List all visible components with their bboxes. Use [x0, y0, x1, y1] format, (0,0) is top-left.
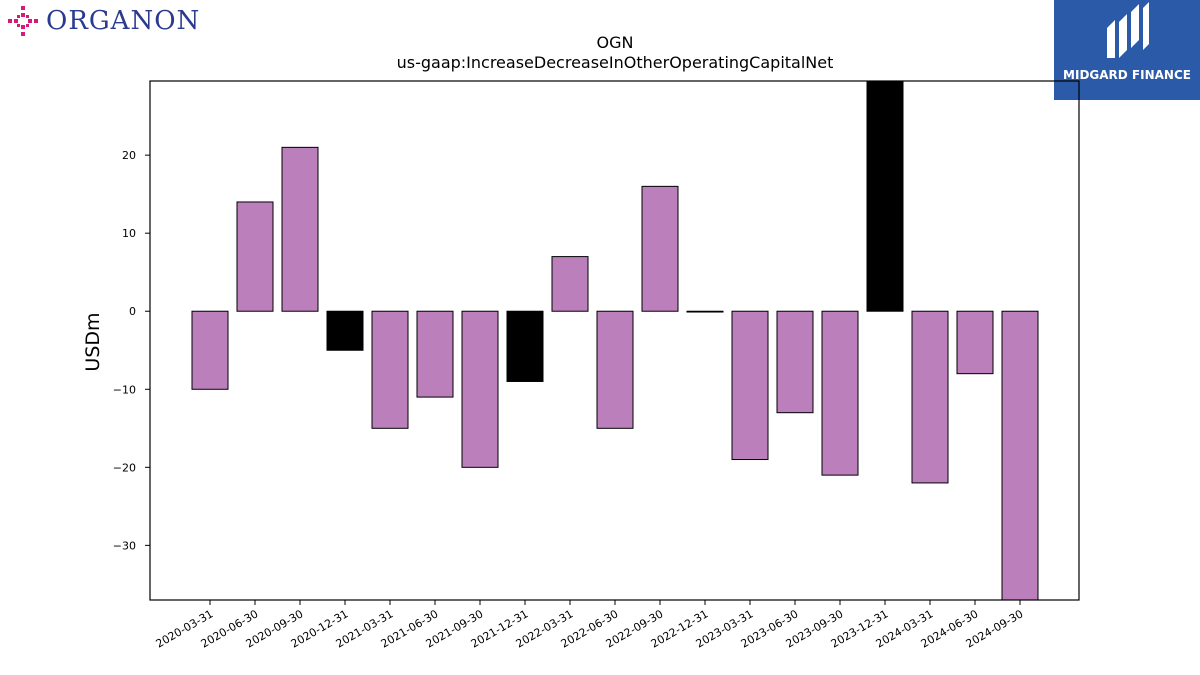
bar-2021-09-30 — [461, 310, 499, 468]
bar-2023-12-31 — [866, 80, 904, 312]
midgard-logo-text: MIDGARD FINANCE — [1063, 68, 1191, 82]
bar-2023-06-30 — [776, 310, 814, 414]
bar-2021-12-31 — [506, 310, 544, 382]
bar-2024-03-31 — [911, 310, 949, 484]
y-tick-label: 0 — [129, 305, 136, 318]
y-tick-label: −30 — [113, 539, 136, 552]
bars-group — [191, 80, 1039, 601]
bar-2020-09-30 — [281, 146, 319, 312]
y-tick-label: 20 — [122, 149, 136, 162]
chart-title: OGN — [597, 33, 634, 52]
bar-2022-12-31 — [686, 310, 724, 313]
bar-2024-09-30 — [1001, 310, 1039, 601]
midgard-mark-icon — [1107, 2, 1149, 58]
y-axis-label: USDm — [82, 312, 104, 371]
x-ticks-group: 2020-03-312020-06-302020-09-302020-12-31… — [154, 600, 1026, 651]
organon-logo-text: ORGANON — [46, 6, 201, 36]
bar-2023-03-31 — [731, 310, 769, 461]
bar-2022-03-31 — [551, 256, 589, 312]
bar-2024-06-30 — [956, 310, 994, 375]
chart-subtitle: us-gaap:IncreaseDecreaseInOtherOperating… — [397, 53, 834, 72]
bar-2021-06-30 — [416, 310, 454, 398]
organon-logo: ORGANON — [6, 6, 200, 36]
y-tick-label: −20 — [113, 461, 136, 474]
bar-2020-12-31 — [326, 310, 364, 351]
midgard-finance-logo: MIDGARD FINANCE — [1054, 0, 1200, 100]
bar-2020-06-30 — [236, 201, 274, 312]
bar-2022-06-30 — [596, 310, 634, 429]
bar-2022-09-30 — [641, 185, 679, 312]
y-ticks-group: −30 −20 −10 0 10 20 — [113, 149, 150, 552]
plot-frame — [149, 80, 1080, 601]
organon-mark-icon — [8, 6, 38, 36]
bar-2023-09-30 — [821, 310, 859, 476]
bar-2020-03-31 — [191, 310, 229, 390]
y-tick-label: −10 — [113, 383, 136, 396]
y-tick-label: 10 — [122, 227, 136, 240]
bar-2021-03-31 — [371, 310, 409, 429]
